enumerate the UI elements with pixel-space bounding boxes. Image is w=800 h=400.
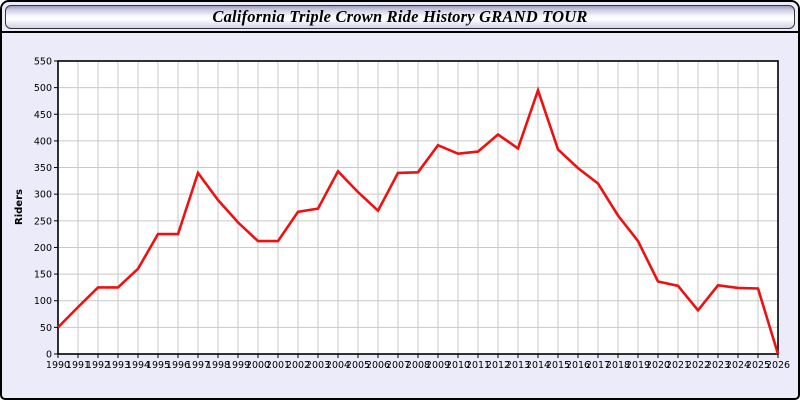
y-tick-label: 500	[34, 83, 52, 94]
x-tick-label: 1994	[126, 360, 150, 371]
x-tick-label: 2023	[706, 360, 730, 371]
x-tick-label: 2018	[606, 360, 630, 371]
window-header: California Triple Crown Ride History GRA…	[2, 2, 798, 33]
x-tick-label: 2007	[386, 360, 410, 371]
x-tick-label: 2005	[346, 360, 370, 371]
y-tick-label: 100	[34, 296, 52, 307]
gridlines	[57, 60, 779, 355]
x-tick-label: 2025	[746, 360, 770, 371]
x-tick-label: 2014	[526, 360, 550, 371]
x-axis-labels: 1990199119921993199419951996199719981999…	[46, 360, 790, 371]
x-tick-label: 2003	[306, 360, 330, 371]
y-tick-label: 300	[34, 190, 52, 201]
x-tick-label: 1993	[106, 360, 130, 371]
x-tick-label: 2011	[466, 360, 490, 371]
y-tick-label: 350	[34, 163, 52, 174]
y-tick-label: 250	[34, 216, 52, 227]
y-tick-label: 50	[40, 323, 52, 334]
x-tick-label: 2021	[666, 360, 690, 371]
x-tick-label: 2024	[726, 360, 750, 371]
x-tick-label: 2006	[366, 360, 390, 371]
x-tick-label: 2004	[326, 360, 350, 371]
x-tick-label: 1997	[186, 360, 210, 371]
x-tick-label: 2022	[686, 360, 710, 371]
y-tick-label: 150	[34, 270, 52, 281]
title-bar: California Triple Crown Ride History GRA…	[5, 5, 795, 29]
y-tick-label: 550	[34, 57, 52, 68]
data-line-series	[57, 86, 780, 355]
x-tick-label: 2009	[426, 360, 450, 371]
y-axis-labels: 0 50 100 150 200 250 300 350 400 450 500 550	[34, 57, 52, 361]
x-tick-label: 2026	[766, 360, 790, 371]
x-tick-label: 2015	[546, 360, 570, 371]
y-tick-label: 200	[34, 243, 52, 254]
x-tick-label: 2010	[446, 360, 470, 371]
x-tick-label: 2002	[286, 360, 310, 371]
x-tick-label: 1991	[66, 360, 90, 371]
x-tick-label: 2020	[646, 360, 670, 371]
x-tick-label: 1990	[46, 360, 70, 371]
y-tick-label: 400	[34, 136, 52, 147]
x-tick-label: 2019	[626, 360, 650, 371]
plot-border	[57, 60, 779, 355]
x-tick-label: 1998	[206, 360, 230, 371]
x-tick-label: 2016	[566, 360, 590, 371]
riders-line	[57, 86, 780, 355]
x-tick-label: 2000	[246, 360, 270, 371]
x-tick-label: 1992	[86, 360, 110, 371]
x-tick-label: 2001	[266, 360, 290, 371]
x-tick-label: 1996	[166, 360, 190, 371]
x-tick-label: 1999	[226, 360, 250, 371]
y-axis-title: Riders	[14, 189, 25, 225]
x-tick-label: 2017	[586, 360, 610, 371]
page-title: California Triple Crown Ride History GRA…	[212, 7, 588, 26]
x-tick-label: 1995	[146, 360, 170, 371]
x-tick-label: 2013	[506, 360, 530, 371]
y-tick-label: 450	[34, 110, 52, 121]
y-tick-label: 0	[46, 350, 52, 361]
x-tick-label: 2012	[486, 360, 510, 371]
x-tick-label: 2008	[406, 360, 430, 371]
chart-container: 0 50 100 150 200 250 300 350 400 450 500 550 1990 19…	[4, 33, 796, 396]
